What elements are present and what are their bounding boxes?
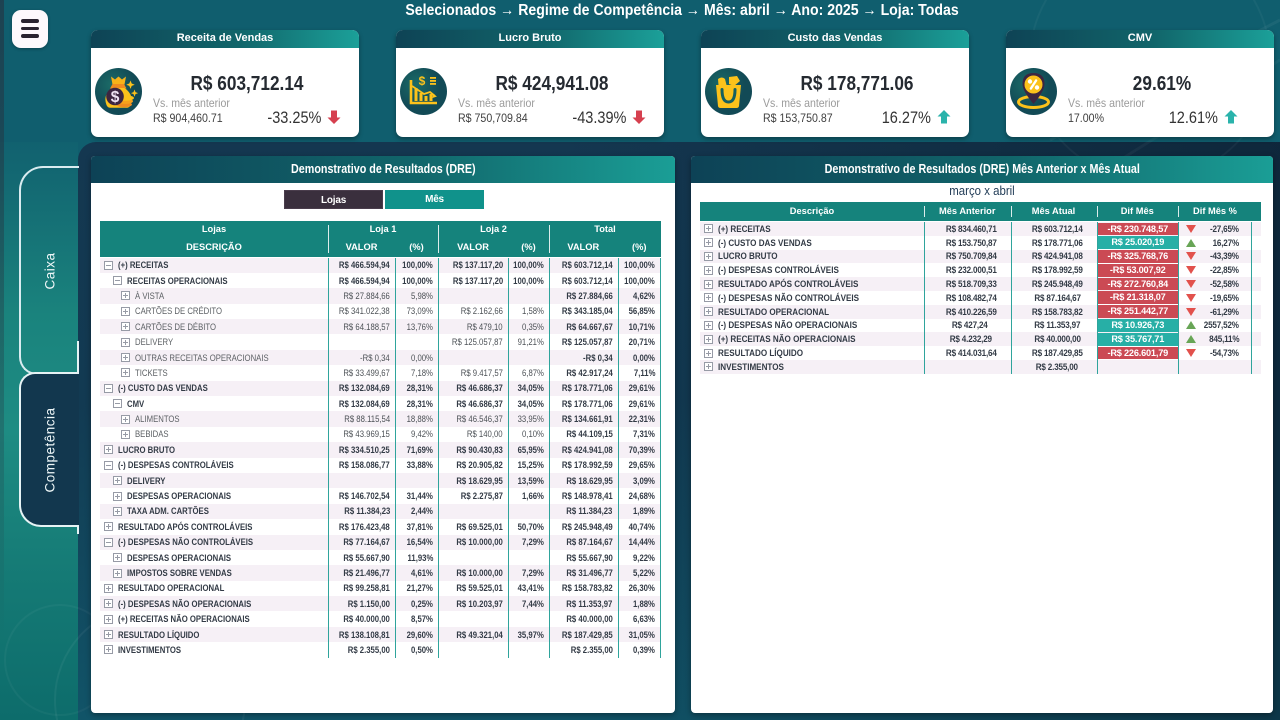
svg-text:$: $	[418, 74, 425, 88]
svg-text:$: $	[110, 89, 119, 106]
